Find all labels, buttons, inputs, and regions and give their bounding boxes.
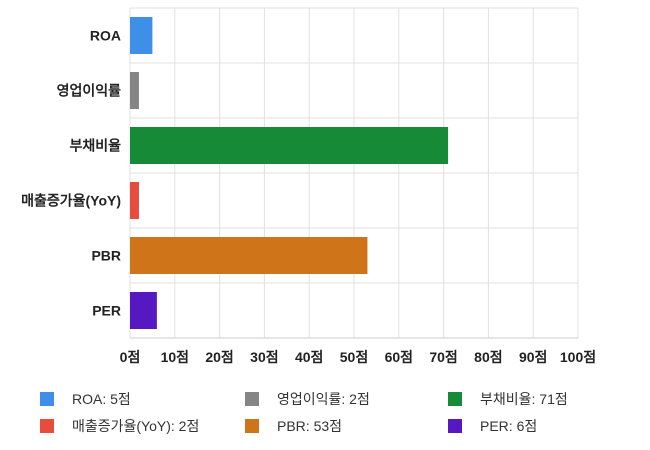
bar[interactable] [130,127,449,164]
legend-label-operating-margin: 영업이익률: 2점 [277,391,370,407]
legend-item-operating-margin[interactable]: 영업이익률: 2점 [245,388,370,410]
legend-swatch-sales-growth [40,419,54,433]
legend-item-debt-ratio[interactable]: 부채비율: 71점 [448,388,568,410]
bar[interactable] [130,292,157,329]
legend-label-roa: ROA: 5점 [72,391,131,407]
legend-item-pbr[interactable]: PBR: 53점 [245,415,342,437]
category-label: 부채비율 [69,138,121,154]
x-tick-label: 100점 [560,349,596,365]
x-tick-label: 50점 [340,349,368,365]
x-tick-label: 0점 [120,349,141,365]
legend-swatch-per [448,419,462,433]
bar[interactable] [130,182,139,219]
x-tick-label: 20점 [205,349,233,365]
category-label: 영업이익률 [57,83,122,99]
x-tick-label: 10점 [161,349,189,365]
category-label: 매출증가율(YoY) [21,193,121,209]
legend-item-sales-growth[interactable]: 매출증가율(YoY): 2점 [40,415,199,437]
legend-swatch-roa [40,392,54,406]
legend-label-per: PER: 6점 [480,418,538,434]
x-tick-label: 90점 [519,349,547,365]
x-tick-label: 80점 [474,349,502,365]
legend-item-roa[interactable]: ROA: 5점 [40,388,131,410]
legend-label-sales-growth: 매출증가율(YoY): 2점 [72,418,200,434]
x-tick-label: 40점 [295,349,323,365]
category-label: PBR [91,248,121,264]
x-tick-label: 30점 [250,349,278,365]
x-tick-label: 60점 [385,349,413,365]
bar[interactable] [130,72,139,109]
legend-label-debt-ratio: 부채비율: 71점 [480,391,568,407]
bar[interactable] [130,237,368,274]
legend-swatch-debt-ratio [448,392,462,406]
x-tick-label: 70점 [429,349,457,365]
legend-item-per[interactable]: PER: 6점 [448,415,537,437]
category-label: ROA [90,28,121,44]
legend-swatch-operating-margin [245,392,259,406]
category-label: PER [92,303,121,319]
legend-label-pbr: PBR: 53점 [277,418,343,434]
legend-swatch-pbr [245,419,259,433]
bar[interactable] [130,17,153,54]
